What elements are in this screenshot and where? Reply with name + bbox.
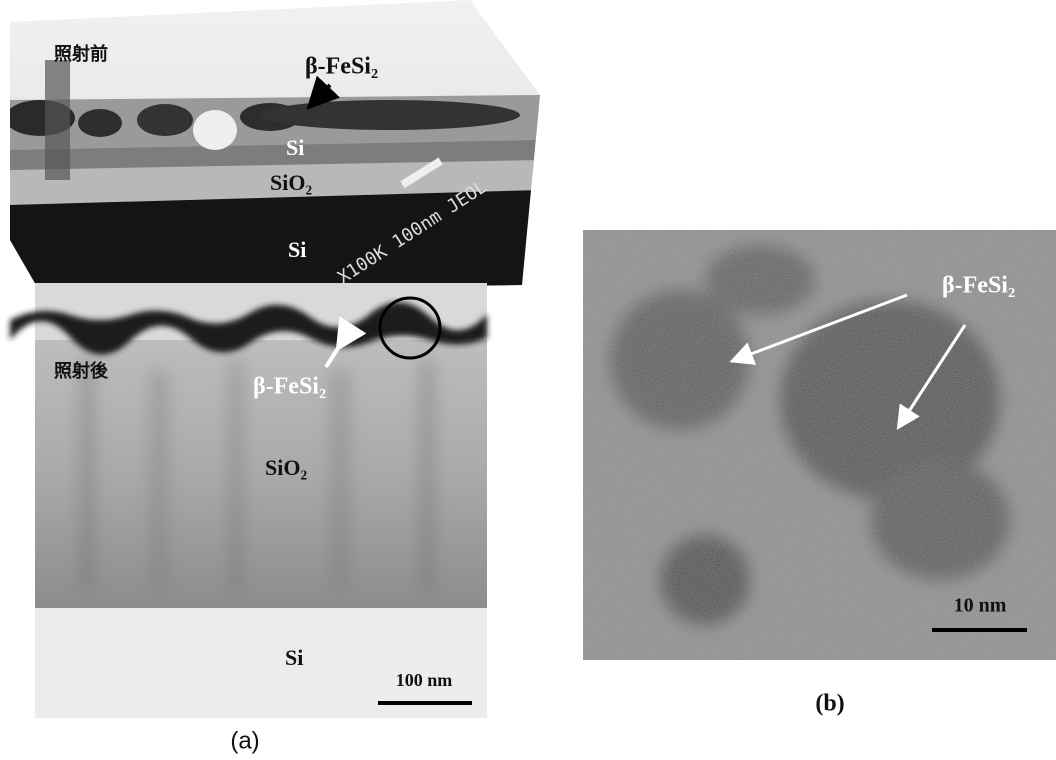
label-before: 照射前 (54, 43, 108, 65)
layer-label: SiO₂ (270, 170, 312, 195)
phase-label: β-FeSi₂ (942, 273, 1015, 299)
caption: (a) (230, 727, 259, 754)
scale-bar-label: 10 nm (954, 595, 1007, 617)
caption: (b) (815, 691, 844, 717)
layer-label: Si (285, 645, 303, 670)
figure: 照射前 β-FeSi₂ Si SiO₂ Si X100K 100nm JEOL … (0, 0, 1056, 760)
phase-label: β-FeSi₂ (253, 374, 326, 400)
layer-label: Si (288, 237, 306, 262)
micrograph-after (10, 283, 487, 718)
scale-bar-label: 100 nm (396, 670, 453, 690)
layer-label: Si (286, 135, 304, 160)
layer-label: SiO₂ (265, 455, 307, 480)
phase-label: β-FeSi₂ (305, 54, 378, 80)
label-after: 照射後 (54, 360, 109, 382)
